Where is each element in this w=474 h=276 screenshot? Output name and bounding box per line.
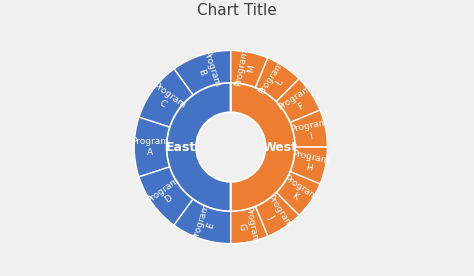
Wedge shape	[276, 172, 320, 215]
Wedge shape	[139, 69, 193, 127]
Text: Program
C: Program C	[145, 81, 187, 119]
Wedge shape	[134, 117, 170, 177]
Text: Program
A: Program A	[131, 137, 169, 157]
Text: West: West	[263, 140, 298, 153]
Text: Chart Title: Chart Title	[197, 3, 277, 18]
Wedge shape	[290, 110, 328, 147]
Text: Program
L: Program L	[257, 59, 294, 101]
Text: Program
I: Program I	[289, 118, 330, 145]
Text: Program
M: Program M	[233, 47, 260, 89]
Wedge shape	[255, 193, 299, 236]
Wedge shape	[276, 79, 320, 122]
Text: Program
D: Program D	[145, 175, 187, 213]
Text: Program
H: Program H	[289, 150, 330, 176]
Wedge shape	[231, 51, 268, 87]
Text: Program
E: Program E	[191, 203, 221, 245]
Text: Program
F: Program F	[276, 84, 319, 121]
Text: Program
K: Program K	[276, 173, 319, 210]
Wedge shape	[166, 83, 231, 211]
Wedge shape	[174, 51, 231, 95]
Wedge shape	[231, 206, 268, 244]
Wedge shape	[290, 147, 328, 184]
Text: East: East	[166, 140, 196, 153]
Text: Program
B: Program B	[191, 49, 221, 92]
Wedge shape	[139, 167, 193, 225]
Wedge shape	[174, 199, 231, 244]
Wedge shape	[231, 83, 295, 211]
Wedge shape	[255, 58, 299, 102]
Text: Program
G: Program G	[233, 205, 260, 246]
Text: Program
J: Program J	[257, 193, 294, 235]
